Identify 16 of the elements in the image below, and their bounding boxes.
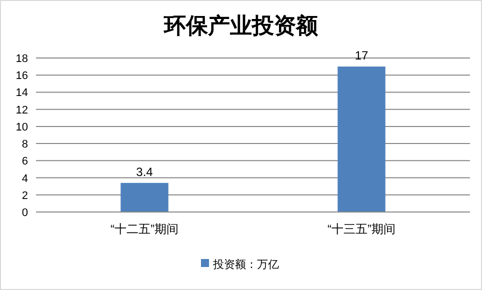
y-tick-label: 4 [22, 172, 28, 185]
y-tick-label: 0 [22, 207, 28, 219]
y-tick-label: 12 [16, 104, 28, 116]
y-tick-label: 14 [16, 87, 28, 100]
y-tick-label: 10 [16, 121, 28, 134]
y-tick-label: 8 [22, 138, 28, 151]
y-tick-label: 18 [16, 53, 28, 65]
data-label: 3.4 [136, 164, 154, 179]
title: 环保产业投资额 [164, 13, 318, 38]
y-tick-label: 2 [22, 190, 28, 202]
y-tick-label: 16 [16, 70, 28, 82]
x-tick-label: “十二五”期间 [110, 222, 178, 236]
data-label: 17 [354, 48, 368, 63]
x-tick-label: “十三五”期间 [328, 222, 396, 236]
legend-label: 投资额：万亿 [212, 258, 279, 271]
y-tick-label: 6 [22, 156, 28, 168]
